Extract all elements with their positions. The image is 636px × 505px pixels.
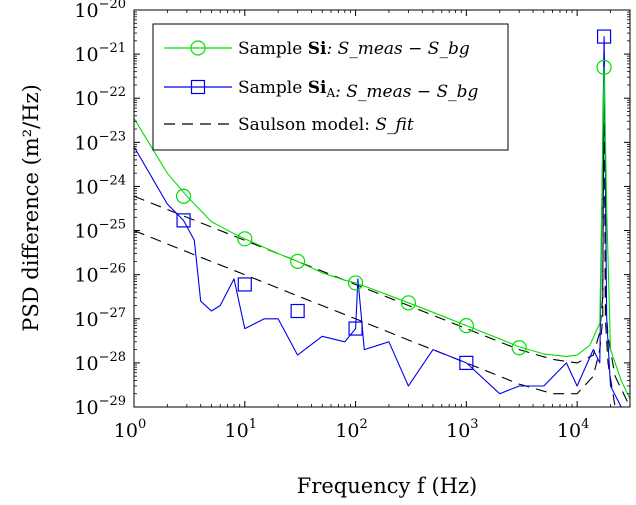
series-si-marker-4 [347, 275, 364, 291]
x-axis-label: Frequency f (Hz) [297, 474, 477, 498]
y-tick-label-8: 10−21 [74, 41, 126, 66]
x-tick-label-2: 102 [335, 417, 367, 442]
series-sia-marker-1 [176, 213, 191, 228]
y-tick-label-5: 10−24 [74, 173, 126, 198]
series-sia-marker-3 [290, 303, 305, 319]
y-axis-label: PSD difference (m²/Hz) [19, 84, 43, 332]
series-si-marker-2 [237, 231, 253, 247]
x-tick-label-4: 104 [557, 417, 589, 442]
tick-layer: 100 101 102 103 104 10−29 10−28 10−27 10−26 10−25… [74, 0, 631, 442]
legend-item-2: Sample SiA: S_meas − S_bg [164, 78, 479, 102]
series-si-marker-3 [290, 253, 306, 269]
series-si [134, 59, 630, 400]
legend-item-1: Sample Si: S_meas − S_bg [164, 39, 470, 59]
series-si-marker-5 [400, 295, 417, 311]
legend-label-2: Sample SiA: S_meas − S_bg [238, 78, 479, 102]
series-sia-marker-6 [596, 29, 612, 44]
legend-marker-2 [190, 79, 206, 95]
legend-marker-1 [190, 40, 206, 56]
legend-label-1: Sample Si: S_meas − S_bg [238, 39, 470, 59]
y-tick-label-0: 10−29 [74, 394, 126, 419]
series-sia-marker-5 [459, 355, 474, 370]
y-tick-label-4: 10−25 [74, 218, 126, 243]
series-si-marker-7 [511, 340, 527, 356]
y-tick-label-6: 10−23 [74, 129, 126, 154]
series-sia-line [134, 36, 630, 407]
x-tick-label-1: 101 [225, 417, 257, 442]
y-tick-label-2: 10−27 [74, 306, 126, 331]
y-tick-label-9: 10−20 [74, 0, 126, 22]
x-tick-label-0: 100 [114, 417, 146, 442]
series-si-marker-1 [175, 188, 192, 204]
series-si-line [134, 66, 630, 400]
series-sia-marker-4 [348, 321, 363, 336]
plot-frame [133, 9, 631, 408]
y-tick-label-7: 10−22 [74, 85, 126, 110]
series-si-marker-8 [596, 59, 612, 75]
legend-item-3: Saulson model: S_fit [164, 115, 414, 135]
y-tick-label-1: 10−28 [74, 350, 126, 375]
legend-label-3: Saulson model: S_fit [238, 115, 414, 135]
series-sia-marker-2 [237, 277, 252, 292]
x-tick-label-3: 103 [446, 417, 478, 442]
series-sia [134, 29, 630, 407]
series-si-marker-6 [458, 318, 474, 334]
legend: Sample Si: S_meas − S_bg Sample SiA: S_me… [152, 23, 509, 151]
series-layer [134, 29, 630, 407]
y-tick-label-3: 10−26 [74, 262, 126, 287]
series-fit-line-2 [134, 40, 630, 407]
